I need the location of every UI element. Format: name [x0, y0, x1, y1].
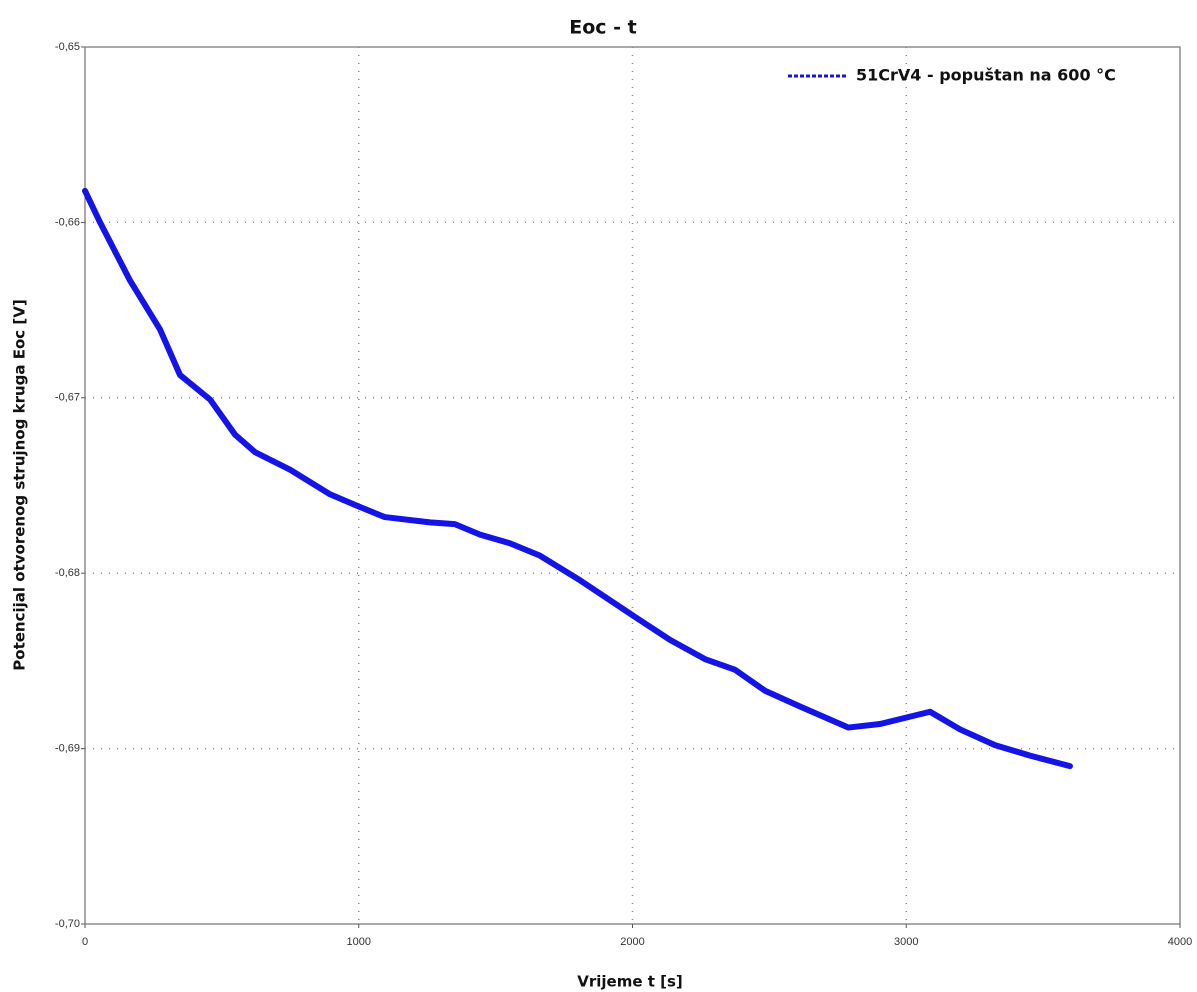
y-tick-label: -0,70	[55, 918, 80, 930]
data-line	[82, 187, 1073, 770]
plot-area	[84, 46, 1181, 925]
x-tick-label: 4000	[1168, 936, 1192, 948]
x-tick-label: 0	[82, 936, 88, 948]
y-tick-label: -0,68	[55, 567, 80, 579]
y-axis-label: Potencijal otvorenog strujnog kruga Eoc …	[11, 299, 29, 670]
y-tick-label: -0,67	[55, 392, 80, 404]
y-tick-label: -0,65	[55, 41, 80, 53]
x-tick-label: 1000	[347, 936, 371, 948]
x-tick-label: 3000	[894, 936, 918, 948]
y-tick-label: -0,69	[55, 743, 80, 755]
legend-label: 51CrV4 - popuštan na 600 °C	[856, 66, 1116, 85]
x-axis-label: Vrijeme t [s]	[577, 973, 683, 991]
y-tick-label: -0,66	[55, 216, 80, 228]
x-tick-label: 2000	[620, 936, 644, 948]
chart-title: Eoc - t	[569, 17, 637, 39]
